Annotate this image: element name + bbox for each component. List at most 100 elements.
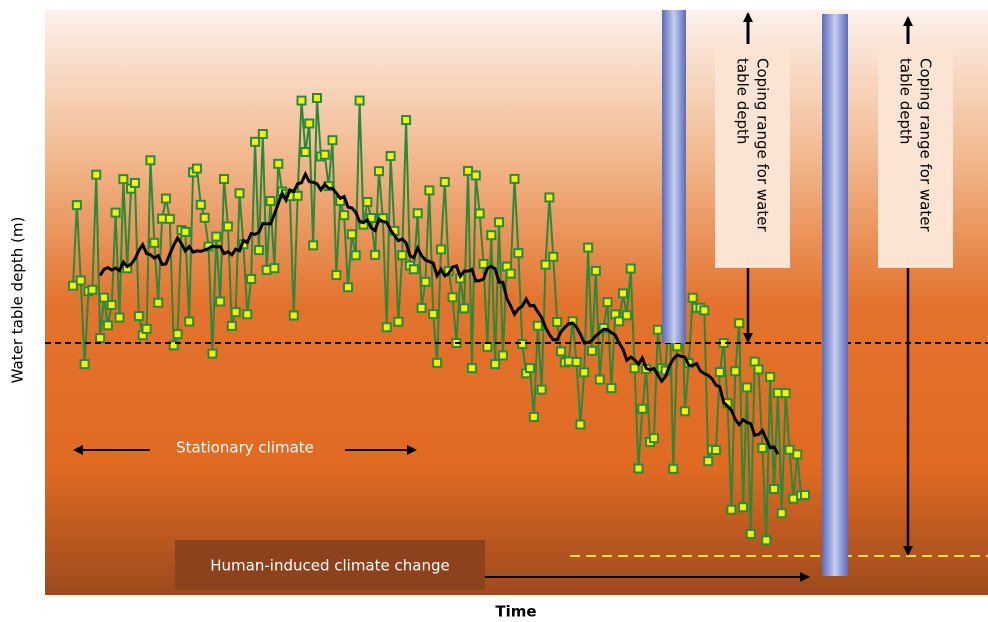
marker bbox=[164, 213, 175, 224]
marker bbox=[761, 535, 772, 546]
coping-box bbox=[715, 48, 790, 268]
marker bbox=[265, 196, 276, 207]
marker bbox=[222, 221, 233, 232]
marker bbox=[172, 329, 183, 340]
marker bbox=[304, 118, 315, 129]
marker bbox=[439, 176, 450, 187]
marker bbox=[556, 346, 566, 357]
marker bbox=[160, 193, 171, 204]
marker bbox=[385, 150, 396, 161]
marker bbox=[250, 136, 261, 147]
marker bbox=[710, 445, 721, 456]
marker bbox=[393, 316, 404, 327]
marker bbox=[129, 177, 140, 188]
marker bbox=[95, 333, 106, 344]
marker bbox=[714, 367, 725, 378]
marker bbox=[668, 463, 679, 474]
marker bbox=[648, 433, 659, 444]
marker bbox=[339, 210, 350, 221]
marker bbox=[312, 93, 322, 103]
marker bbox=[381, 322, 392, 333]
marker bbox=[102, 320, 113, 331]
marker bbox=[594, 374, 605, 385]
marker bbox=[219, 174, 230, 185]
marker bbox=[800, 489, 810, 500]
marker bbox=[331, 270, 342, 281]
moving-average bbox=[98, 170, 780, 455]
marker bbox=[478, 258, 489, 269]
marker bbox=[110, 207, 121, 218]
marker bbox=[79, 359, 90, 370]
y-axis-label: Water table depth (m) bbox=[9, 217, 27, 384]
marker bbox=[319, 149, 330, 160]
coping-line: table depth bbox=[734, 58, 752, 144]
marker bbox=[207, 348, 218, 359]
marker bbox=[195, 199, 206, 210]
x-axis-label: Time bbox=[495, 603, 536, 621]
marker bbox=[629, 363, 640, 374]
marker bbox=[494, 217, 505, 228]
marker bbox=[447, 292, 458, 303]
marker bbox=[734, 318, 745, 329]
marker bbox=[738, 502, 749, 513]
marker bbox=[466, 363, 477, 374]
marker bbox=[490, 359, 501, 370]
marker bbox=[246, 274, 257, 285]
marker bbox=[614, 316, 625, 327]
marker bbox=[536, 384, 547, 395]
stationary-label: Stationary climate bbox=[176, 439, 314, 457]
marker bbox=[234, 188, 245, 199]
marker bbox=[373, 166, 384, 177]
marker bbox=[370, 249, 381, 260]
marker bbox=[497, 350, 508, 361]
marker bbox=[532, 320, 543, 331]
marker bbox=[257, 128, 268, 139]
marker bbox=[230, 307, 241, 318]
marker bbox=[544, 192, 555, 203]
marker bbox=[741, 382, 752, 393]
marker bbox=[114, 312, 125, 323]
marker bbox=[362, 197, 373, 208]
marker bbox=[602, 297, 613, 308]
marker bbox=[211, 231, 222, 242]
marker bbox=[757, 443, 768, 454]
marker bbox=[68, 280, 78, 291]
marker bbox=[133, 310, 144, 321]
marker bbox=[571, 356, 582, 367]
marker bbox=[296, 95, 307, 106]
marker bbox=[482, 341, 493, 352]
coping-line: table depth bbox=[897, 58, 915, 144]
marker bbox=[617, 288, 628, 299]
marker bbox=[625, 263, 636, 274]
marker bbox=[679, 406, 690, 417]
marker bbox=[401, 115, 412, 126]
marker bbox=[652, 324, 663, 335]
marker bbox=[567, 316, 578, 327]
marker bbox=[412, 208, 423, 219]
marker bbox=[528, 411, 539, 422]
marker bbox=[637, 403, 648, 414]
marker bbox=[408, 264, 419, 275]
marker bbox=[350, 250, 361, 261]
marker bbox=[513, 248, 524, 259]
marker bbox=[780, 388, 791, 399]
marker bbox=[575, 419, 586, 430]
marker bbox=[288, 310, 299, 321]
marker bbox=[590, 265, 601, 276]
series bbox=[68, 93, 810, 546]
marker bbox=[75, 275, 86, 286]
marker bbox=[769, 483, 780, 494]
marker bbox=[583, 242, 594, 253]
marker bbox=[435, 244, 446, 255]
marker bbox=[106, 300, 117, 311]
marker bbox=[525, 363, 536, 374]
marker bbox=[342, 282, 353, 293]
marker bbox=[792, 449, 803, 460]
marker bbox=[552, 316, 563, 327]
marker bbox=[168, 340, 179, 351]
marker bbox=[579, 367, 590, 378]
marker bbox=[486, 230, 497, 241]
marker bbox=[703, 456, 714, 467]
marker bbox=[346, 229, 357, 240]
